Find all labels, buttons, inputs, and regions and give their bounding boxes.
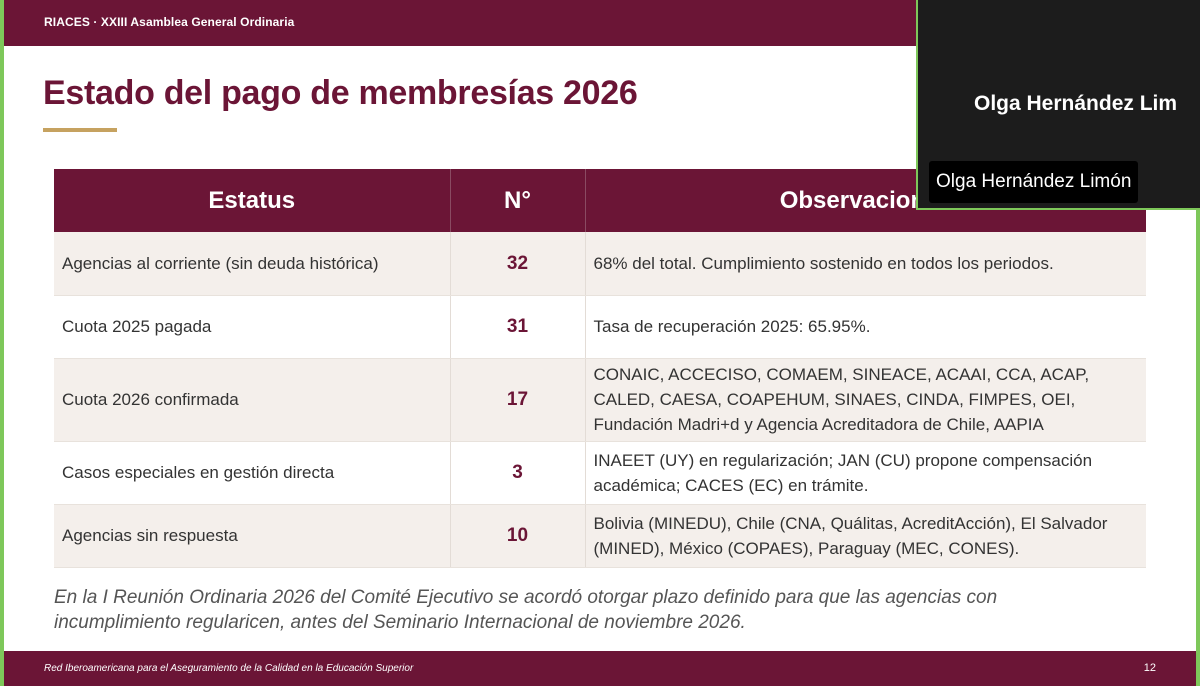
observation-line: INAEET (UY) en regularización; JAN (CU) … — [593, 450, 1093, 470]
observation-line: CONAIC, ACCECISO, COMAEM, SINEACE, ACAAI… — [593, 365, 1090, 384]
table-row: Agencias sin respuesta 10 Bolivia (MINED… — [54, 504, 1146, 568]
footer-organization: Red Iberoamericana para el Aseguramiento… — [44, 663, 414, 674]
slide-title: Estado del pago de membresías 2026 — [43, 74, 638, 112]
table-row: Agencias al corriente (sin deuda históri… — [54, 232, 1146, 296]
active-speaker-frame-left — [0, 0, 4, 686]
observations-cell: Bolivia (MINEDU), Chile (CNA, Quálitas, … — [585, 504, 1146, 568]
header-numero: N° — [450, 169, 586, 232]
title-underline — [43, 128, 117, 132]
table-header-row: Estatus N° Observaciones — [54, 169, 1146, 232]
observation-line: Tasa de recuperación 2025: 65.95%. — [593, 317, 871, 336]
status-cell: Agencias sin respuesta — [54, 504, 451, 568]
agreement-note: En la I Reunión Ordinaria 2026 del Comit… — [54, 585, 1134, 635]
count-cell: 10 — [450, 504, 586, 568]
note-line: incumplimiento regularicen, antes del Se… — [54, 612, 746, 633]
participant-video-tile[interactable]: Olga Hernández Lim Olga Hernández Limón — [916, 0, 1200, 210]
observation-line: académica; CACES (EC) en trámite. — [593, 475, 869, 495]
membership-status-table: Estatus N° Observaciones Agencias al cor… — [54, 169, 1146, 568]
status-cell: Cuota 2025 pagada — [54, 295, 451, 359]
observations-cell: INAEET (UY) en regularización; JAN (CU) … — [585, 441, 1146, 505]
participant-display-name: Olga Hernández Lim — [974, 92, 1178, 115]
observations-cell: Tasa de recuperación 2025: 65.95%. — [585, 295, 1146, 359]
status-cell: Casos especiales en gestión directa — [54, 441, 451, 505]
count-cell: 3 — [450, 441, 586, 505]
observation-line: Bolivia (MINEDU), Chile (CNA, Quálitas, … — [593, 513, 1108, 533]
header-estatus: Estatus — [54, 169, 451, 232]
count-cell: 32 — [450, 232, 586, 296]
table-row: Casos especiales en gestión directa 3 IN… — [54, 441, 1146, 505]
observation-line: Fundación Madri+d y Agencia Acreditadora… — [593, 415, 1044, 434]
participant-name-tag: Olga Hernández Limón — [929, 161, 1139, 203]
count-cell: 31 — [450, 295, 586, 359]
page-number: 12 — [1143, 662, 1156, 674]
note-line: En la I Reunión Ordinaria 2026 del Comit… — [54, 587, 998, 608]
status-cell: Cuota 2026 confirmada — [54, 358, 451, 442]
observations-cell: CONAIC, ACCECISO, COMAEM, SINEACE, ACAAI… — [585, 358, 1146, 442]
table-row: Cuota 2026 confirmada 17 CONAIC, ACCECIS… — [54, 358, 1146, 442]
observation-line: CALED, CAESA, COAPEHUM, SINAES, CINDA, F… — [593, 390, 1076, 409]
table-row: Cuota 2025 pagada 31 Tasa de recuperació… — [54, 295, 1146, 359]
status-cell: Agencias al corriente (sin deuda históri… — [54, 232, 451, 296]
observation-line: 68% del total. Cumplimiento sostenido en… — [593, 253, 1054, 273]
observations-cell: 68% del total. Cumplimiento sostenido en… — [585, 232, 1146, 296]
slide-header-text: RIACES · XXIII Asamblea General Ordinari… — [44, 15, 295, 29]
count-cell: 17 — [450, 358, 586, 442]
active-speaker-frame-right — [1196, 0, 1200, 686]
observation-line: (MINED), México (COPAES), Paraguay (MEC,… — [593, 538, 1020, 558]
slide-footer-bar: Red Iberoamericana para el Aseguramiento… — [4, 651, 1196, 686]
